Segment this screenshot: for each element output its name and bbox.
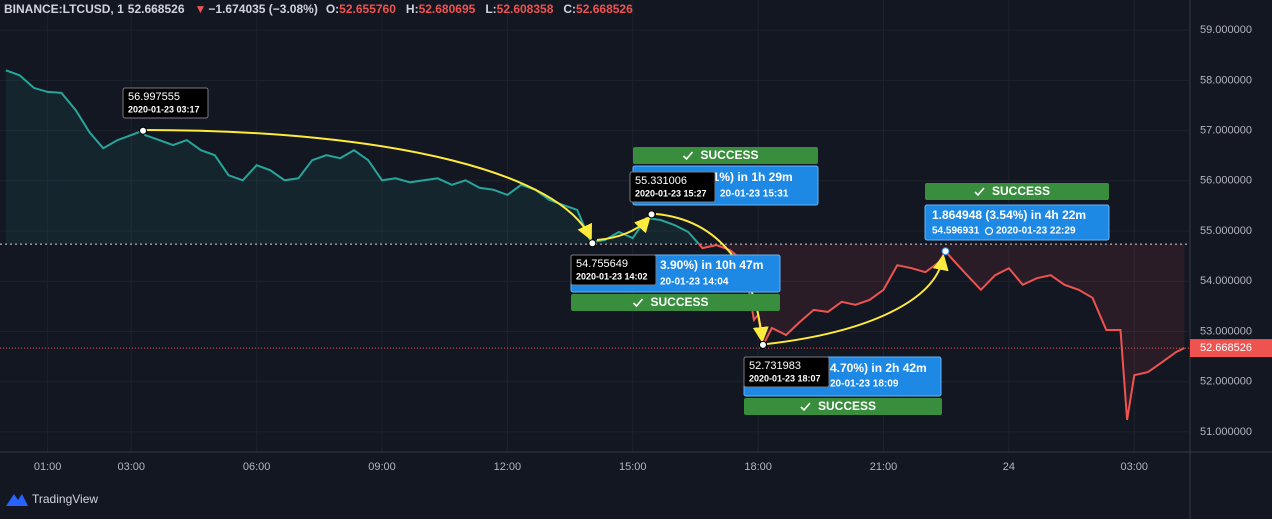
value: 52.680695: [418, 2, 476, 16]
label: O:: [325, 2, 340, 16]
x-tick-label: 03:00: [117, 461, 145, 473]
result-text: 1.864948 (3.54%) in 4h 22m: [932, 208, 1086, 222]
x-tick-label: 24: [1003, 461, 1015, 473]
success-box: [744, 398, 942, 415]
x-tick-label: 15:00: [619, 461, 647, 473]
y-tick-label: 51.000000: [1200, 426, 1252, 438]
arrow: [766, 254, 949, 345]
result-box: [924, 204, 1110, 241]
price-line-below: [697, 244, 1185, 421]
end-time: 20-01-23 18:09: [830, 379, 899, 390]
x-tick-label: 18:00: [744, 461, 772, 473]
success-label: SUCCESS: [992, 184, 1050, 198]
callout-point: [647, 210, 656, 219]
x-tick-label: 21:00: [870, 461, 898, 473]
callout-box: [122, 87, 209, 119]
callout-point: [758, 340, 767, 349]
label: H:: [405, 2, 419, 16]
y-tick-label: 59.000000: [1200, 24, 1252, 36]
success-box: [571, 294, 780, 311]
callout-box: [570, 254, 657, 286]
callout-point: [588, 239, 597, 248]
y-tick-label: 55.000000: [1200, 225, 1252, 237]
value: 52.668526: [576, 2, 633, 16]
down-arrow: ▼: [194, 2, 207, 16]
price: 52.668526: [127, 2, 185, 16]
y-tick-label: 53.000000: [1200, 325, 1252, 337]
callout-price: 56.997555: [128, 91, 180, 103]
success-label: SUCCESS: [818, 399, 876, 413]
y-tick-label: 58.000000: [1200, 74, 1252, 86]
y-tick-label: 52.000000: [1200, 376, 1252, 388]
legend: BINANCE:LTCUSD, 1 52.668526 ▼ −1.674035 (−3…: [4, 2, 643, 16]
label: L:: [485, 2, 497, 16]
callout-price: 54.755649: [576, 258, 628, 270]
callout-time: 2020-01-23 18:07: [749, 373, 821, 383]
check-icon: [974, 187, 985, 197]
end-time: 20-01-23 15:31: [720, 189, 789, 200]
brand: TradingView: [32, 492, 98, 506]
end-time: 20-01-23 14:04: [660, 277, 729, 288]
value: 52.655760: [339, 2, 396, 16]
change: −1.674035 (−3.08%): [208, 2, 318, 16]
success-box: [925, 183, 1109, 200]
area-above: [5, 70, 1185, 245]
success-label: SUCCESS: [650, 295, 708, 309]
end-price: 54.596931: [932, 226, 980, 237]
last-price-box: [1190, 339, 1272, 358]
result-text: 4.70%) in 2h 42m: [830, 361, 927, 375]
value: 52.608358: [496, 2, 554, 16]
x-tick-label: 03:00: [1120, 461, 1148, 473]
check-icon: [682, 151, 694, 161]
success-box: [633, 147, 818, 164]
area-below: [698, 244, 1185, 420]
x-tick-label: 01:00: [34, 461, 62, 473]
result-text: 3.90%) in 10h 47m: [660, 258, 763, 272]
arrow: [596, 216, 651, 241]
y-tick-label: 54.000000: [1200, 275, 1252, 287]
label: C:: [563, 2, 577, 16]
end-point: [941, 247, 950, 256]
result-text: 01%) in 1h 29m: [706, 170, 793, 184]
symbol: BINANCE:LTCUSD, 1: [4, 2, 124, 16]
callout-time: 2020-01-23 14:02: [576, 271, 648, 281]
y-tick-label: 56.000000: [1200, 175, 1252, 187]
clock-icon: [984, 226, 994, 236]
last-price-label: 52.668526: [1200, 342, 1252, 354]
callout-price: 55.331006: [635, 175, 687, 187]
check-icon: [800, 402, 811, 412]
x-tick-label: 09:00: [368, 461, 396, 473]
arrow: [655, 213, 769, 343]
success-label: SUCCESS: [700, 148, 758, 162]
check-icon: [632, 298, 644, 308]
arrow: [142, 129, 592, 241]
callout-point: [139, 126, 148, 135]
callout-box: [629, 171, 716, 203]
end-time: 2020-01-23 22:29: [996, 226, 1076, 237]
callout-price: 52.731983: [749, 360, 801, 372]
callout-box: [743, 356, 830, 388]
callout-time: 2020-01-23 03:17: [128, 104, 200, 114]
callout-time: 2020-01-23 15:27: [635, 188, 707, 198]
x-tick-label: 12:00: [494, 461, 522, 473]
tradingview-logo: [6, 494, 28, 506]
x-tick-label: 06:00: [243, 461, 271, 473]
price-line-above: [5, 69, 717, 245]
y-tick-label: 57.000000: [1200, 124, 1252, 136]
